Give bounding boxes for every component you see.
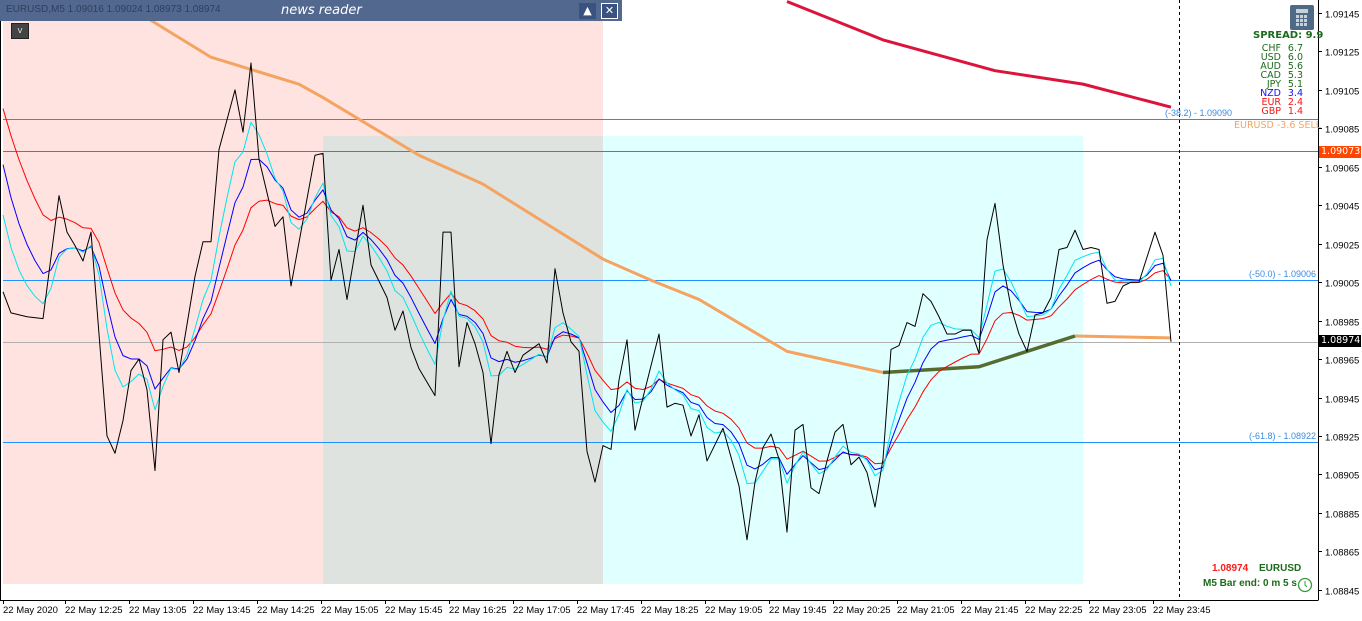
price-tick-label: 1.08905 bbox=[1325, 471, 1359, 482]
currency-row-nzd: NZD 3.4 bbox=[1258, 88, 1303, 99]
bottom-price: 1.08974 bbox=[1212, 563, 1249, 574]
spread-label: SPREAD: 9.9 bbox=[1253, 30, 1324, 41]
time-tick-label: 22 May 17:05 bbox=[513, 605, 571, 616]
mid-ma-line bbox=[2, 158, 1172, 475]
price-tick-label: 1.08885 bbox=[1325, 510, 1359, 521]
calculator-icon[interactable] bbox=[1290, 5, 1314, 30]
currency-value: 6.7 bbox=[1287, 43, 1303, 54]
currency-row-jpy: JPY 5.1 bbox=[1258, 79, 1303, 90]
currency-value: 5.1 bbox=[1287, 79, 1303, 90]
currency-value: 6.0 bbox=[1287, 52, 1303, 63]
price-tick-label: 1.09065 bbox=[1325, 164, 1359, 175]
fib-level-label: (-61.8) - 1.08922 bbox=[1248, 430, 1316, 441]
currency-value: 3.4 bbox=[1287, 88, 1303, 99]
time-tick-label: 22 May 23:05 bbox=[1089, 605, 1147, 616]
time-tick-label: 22 May 17:45 bbox=[577, 605, 635, 616]
close-price-line bbox=[2, 62, 1172, 541]
time-tick-label: 22 May 15:05 bbox=[321, 605, 379, 616]
time-zone-rect bbox=[323, 136, 603, 584]
current-price-tag: 1.08974 bbox=[1319, 335, 1361, 347]
resistance-price-tag: 1.09073 bbox=[1319, 146, 1361, 158]
currency-name: CAD bbox=[1260, 70, 1281, 81]
clock-icon bbox=[1297, 577, 1313, 593]
currency-name: EUR bbox=[1261, 97, 1281, 108]
close-box-icon: ✕ bbox=[604, 4, 615, 17]
time-tick-label: 22 May 22:25 bbox=[1025, 605, 1083, 616]
time-tick-label: 22 May 13:45 bbox=[193, 605, 251, 616]
news-reader-titlebar[interactable]: EURUSD,M5 1.09016 1.09024 1.08973 1.0897… bbox=[0, 0, 622, 21]
time-tick-label: 22 May 16:25 bbox=[449, 605, 507, 616]
currency-value: 1.4 bbox=[1287, 106, 1303, 117]
price-tick-label: 1.08845 bbox=[1325, 587, 1359, 598]
long-ma-flat-line bbox=[1074, 334, 1172, 340]
currency-name: CHF bbox=[1261, 43, 1281, 54]
time-tick-label: 22 May 23:45 bbox=[1153, 605, 1211, 616]
trend-line bbox=[882, 334, 1076, 375]
time-tick-label: 22 May 19:45 bbox=[769, 605, 827, 616]
triangle-up-icon: ▲ bbox=[583, 4, 592, 17]
time-tick-label: 22 May 12:25 bbox=[65, 605, 123, 616]
price-tick-label: 1.08985 bbox=[1325, 318, 1359, 329]
time-tick-label: 22 May 21:05 bbox=[897, 605, 955, 616]
currency-name: GBP bbox=[1261, 106, 1281, 117]
currency-value: 5.6 bbox=[1287, 61, 1303, 72]
price-tick-label: 1.09125 bbox=[1325, 48, 1359, 59]
symbol-info: EURUSD,M5 1.09016 1.09024 1.08973 1.0897… bbox=[6, 4, 221, 15]
long-ma-line bbox=[138, 11, 884, 374]
currency-row-gbp: GBP 1.4 bbox=[1258, 106, 1303, 117]
price-tick-label: 1.09145 bbox=[1325, 10, 1359, 21]
price-tick-label: 1.09045 bbox=[1325, 202, 1359, 213]
price-tick-label: 1.09105 bbox=[1325, 87, 1359, 98]
fib-level-label: (-50.0) - 1.09006 bbox=[1248, 269, 1316, 280]
currency-row-chf: CHF 6.7 bbox=[1258, 43, 1303, 54]
time-tick-label: 22 May 18:25 bbox=[641, 605, 699, 616]
fib-level-label: (-38.2) - 1.09090 bbox=[1164, 107, 1232, 118]
currency-row-cad: CAD 5.3 bbox=[1258, 70, 1303, 81]
news-reader-title: news reader bbox=[281, 3, 362, 18]
price-tick-label: 1.08965 bbox=[1325, 356, 1359, 367]
currency-name: USD bbox=[1260, 52, 1281, 63]
v-button[interactable]: v bbox=[11, 23, 29, 39]
price-tick-label: 1.08945 bbox=[1325, 395, 1359, 406]
higher-timeframe-ma-line bbox=[786, 0, 1172, 109]
time-tick-label: 22 May 20:25 bbox=[833, 605, 891, 616]
time-tick-label: 22 May 13:05 bbox=[129, 605, 187, 616]
time-tick-label: 22 May 19:05 bbox=[705, 605, 763, 616]
currency-name: AUD bbox=[1260, 61, 1281, 72]
signal-label: EURUSD -3.6 SELL bbox=[1234, 120, 1322, 131]
bar-end-timer: M5 Bar end: 0 m 5 s bbox=[1203, 578, 1297, 589]
bottom-symbol: EURUSD bbox=[1259, 563, 1302, 574]
currency-row-aud: AUD 5.6 bbox=[1258, 61, 1303, 72]
price-tick-label: 1.09005 bbox=[1325, 279, 1359, 290]
currency-row-usd: USD 6.0 bbox=[1258, 52, 1303, 63]
currency-name: JPY bbox=[1266, 79, 1281, 90]
fast-ma-line bbox=[2, 121, 1172, 484]
close-button[interactable]: ✕ bbox=[601, 3, 618, 19]
price-tick-label: 1.08865 bbox=[1325, 548, 1359, 559]
time-tick-label: 22 May 21:45 bbox=[961, 605, 1019, 616]
time-zone-rect bbox=[603, 136, 1083, 584]
price-tick-label: 1.08925 bbox=[1325, 433, 1359, 444]
currency-name: NZD bbox=[1260, 88, 1281, 99]
time-tick-label: 22 May 14:25 bbox=[257, 605, 315, 616]
collapse-button[interactable]: ▲ bbox=[579, 3, 596, 19]
time-tick-label: 22 May 15:45 bbox=[385, 605, 443, 616]
time-tick-label: 22 May 2020 bbox=[3, 605, 58, 616]
currency-row-eur: EUR 2.4 bbox=[1258, 97, 1303, 108]
price-tick-label: 1.09085 bbox=[1325, 125, 1359, 136]
currency-value: 5.3 bbox=[1287, 70, 1303, 81]
price-tick-label: 1.09025 bbox=[1325, 241, 1359, 252]
currency-value: 2.4 bbox=[1287, 97, 1303, 108]
